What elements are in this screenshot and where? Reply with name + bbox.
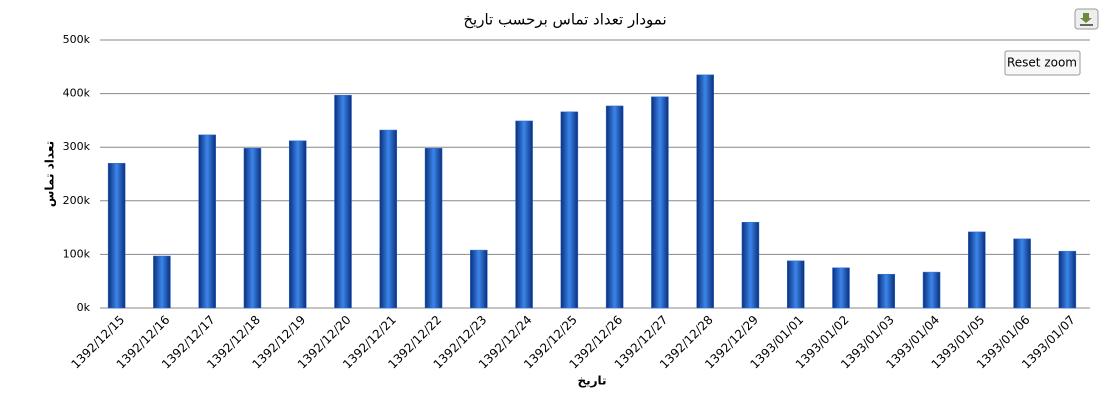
x-axis-label: تاریخ: [577, 374, 606, 388]
download-button[interactable]: [1074, 8, 1099, 30]
bar: [334, 94, 352, 309]
bar: [605, 105, 624, 309]
y-tick-label: 400k: [63, 87, 91, 100]
reset-zoom-button[interactable]: Reset zoom: [1004, 50, 1081, 76]
bar: [379, 129, 398, 309]
y-tick-label: 200k: [63, 194, 91, 207]
bar: [1058, 250, 1077, 309]
y-tick-label: 300k: [63, 140, 91, 153]
bar: [198, 134, 216, 309]
chart-title: نمودار تعداد تماس برحسب تاریخ: [463, 11, 666, 29]
y-tick-label: 100k: [63, 247, 91, 260]
bar: [696, 74, 714, 309]
bar: [560, 111, 579, 309]
bar: [470, 249, 488, 309]
bar: [243, 148, 262, 309]
bar: [153, 255, 171, 309]
reset-zoom-label[interactable]: Reset zoom: [1007, 56, 1077, 70]
bar: [968, 231, 986, 309]
bar: [424, 148, 443, 309]
y-tick-label: 500k: [63, 33, 91, 46]
bar: [922, 271, 941, 309]
bar: [515, 120, 533, 309]
bar: [877, 273, 896, 309]
download-base: [1080, 24, 1093, 26]
bar: [288, 140, 307, 309]
bar: [832, 267, 850, 309]
bar: [107, 163, 126, 309]
bar: [786, 260, 805, 309]
download-icon: [1080, 13, 1092, 23]
y-tick-label: 0k: [77, 301, 91, 314]
bar: [1013, 238, 1031, 309]
bar: [741, 221, 760, 309]
y-axis-label: تعداد تماس: [43, 141, 57, 207]
reset-zoom-frame[interactable]: [1004, 50, 1081, 76]
bar: [651, 96, 669, 309]
